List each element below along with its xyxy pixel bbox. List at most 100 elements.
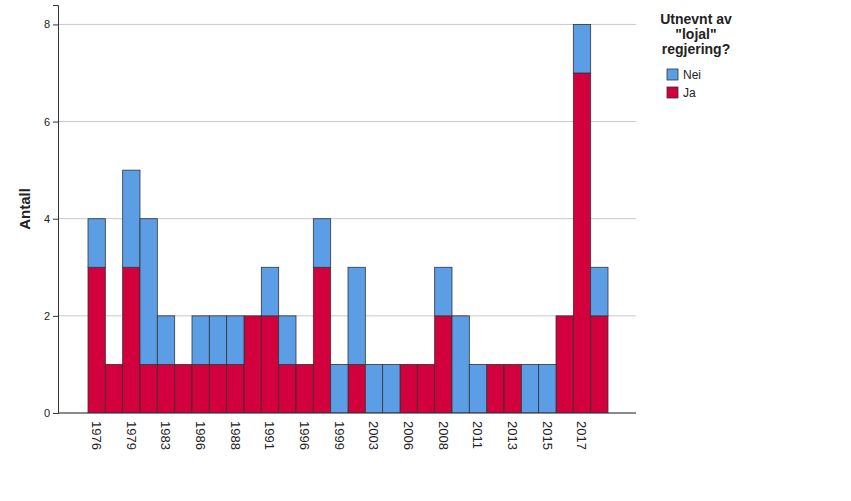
bar-segment: [209, 316, 226, 365]
bar-segment: [157, 316, 174, 365]
tick: 1991: [262, 413, 277, 450]
legend: Utnevnt av"lojal"regjering?NeiJa: [660, 11, 732, 100]
bar-segment: [227, 316, 244, 365]
bar-segment: [157, 364, 174, 413]
legend-swatch: [667, 87, 678, 98]
bar-segment: [140, 219, 157, 365]
tick: 2003: [366, 413, 381, 450]
bar-segment: [140, 364, 157, 413]
bar-segment: [105, 364, 122, 365]
axis-line: [53, 6, 59, 414]
tick-mark: [53, 413, 58, 414]
grid-line: [58, 413, 636, 414]
tick-label: 2: [44, 310, 50, 322]
bar-segment: [504, 364, 521, 365]
tick-label: 2017: [574, 421, 589, 450]
tick-label: 0: [44, 407, 50, 419]
bar-segment: [348, 364, 365, 413]
tick-mark: [53, 24, 58, 25]
bar-segment: [192, 364, 209, 413]
bar-segment: [435, 316, 452, 413]
tick-mark: [53, 219, 58, 220]
bar-segment: [105, 364, 122, 413]
tick-label: 1983: [158, 421, 173, 450]
series: [88, 73, 608, 413]
bar-segment: [452, 316, 469, 413]
bar-segment: [400, 364, 417, 365]
bar-segment: [435, 267, 452, 316]
bar-segment: [469, 364, 486, 413]
tick: 1983: [158, 413, 173, 450]
tick-label: 1991: [262, 421, 277, 450]
tick-label: 2008: [436, 421, 451, 450]
bar-segment: [296, 364, 313, 365]
tick-mark: [53, 316, 58, 317]
tick: 2: [44, 310, 58, 322]
grid: [58, 24, 636, 413]
bar-segment: [365, 364, 382, 413]
bar-segment: [209, 364, 226, 413]
tick-label: 6: [44, 116, 50, 128]
bar-segment: [88, 267, 105, 413]
bar-segment: [175, 364, 192, 413]
bar-segment: [591, 316, 608, 413]
tick: 6: [44, 116, 58, 128]
tick-label: 2015: [540, 421, 555, 450]
tick: 1999: [332, 413, 347, 450]
bar-segment: [383, 364, 400, 413]
bar-segment: [400, 364, 417, 413]
x-axis: 1976197919831986198819911996199920032006…: [58, 413, 636, 450]
legend-swatch: [667, 69, 678, 80]
bar-segment: [487, 364, 504, 365]
chart: 0246819761979198319861988199119961999200…: [0, 0, 851, 501]
bar-segment: [192, 316, 209, 365]
tick-label: 1999: [332, 421, 347, 450]
bar-segment: [261, 316, 278, 413]
tick-label: 8: [44, 18, 50, 30]
bar-segment: [539, 364, 556, 413]
bars: [88, 24, 608, 413]
tick: 2013: [505, 413, 520, 450]
bar-segment: [591, 267, 608, 316]
bar-segment: [244, 315, 261, 316]
bar-segment: [313, 267, 330, 413]
bar-segment: [573, 73, 590, 413]
tick-mark: [53, 122, 58, 123]
tick-label: 2006: [401, 421, 416, 450]
bar-segment: [331, 364, 348, 413]
bar-segment: [279, 364, 296, 413]
legend-title: regjering?: [662, 41, 730, 57]
tick: 0: [44, 407, 58, 419]
bar-segment: [123, 170, 140, 267]
tick-label: 4: [44, 213, 50, 225]
tick-label: 1986: [193, 421, 208, 450]
tick-label: 2003: [366, 421, 381, 450]
tick: 1996: [297, 413, 312, 450]
tick: 2017: [574, 413, 589, 450]
bar-segment: [88, 219, 105, 268]
series: [88, 24, 608, 413]
tick-label: 1976: [89, 421, 104, 450]
legend-label: Nei: [683, 68, 701, 82]
tick: 4: [44, 213, 58, 225]
bar-segment: [244, 316, 261, 413]
tick-label: 2013: [505, 421, 520, 450]
tick-label: 1988: [228, 421, 243, 450]
bar-segment: [487, 364, 504, 413]
legend-label: Ja: [683, 86, 696, 100]
tick: 8: [44, 18, 58, 30]
bar-segment: [556, 315, 573, 316]
y-axis: 0 2 4 6 8: [44, 6, 59, 420]
tick: 1988: [228, 413, 243, 450]
tick-label: 1996: [297, 421, 312, 450]
tick: 2006: [401, 413, 416, 450]
tick: 1976: [89, 413, 104, 450]
tick: 2015: [540, 413, 555, 450]
bar-segment: [279, 316, 296, 365]
tick-label: 2011: [470, 421, 485, 449]
axis-line: [58, 413, 636, 414]
tick: 2011: [470, 413, 485, 449]
legend-title: Utnevnt av: [660, 11, 732, 27]
bar-segment: [175, 364, 192, 365]
bar-segment: [123, 267, 140, 413]
